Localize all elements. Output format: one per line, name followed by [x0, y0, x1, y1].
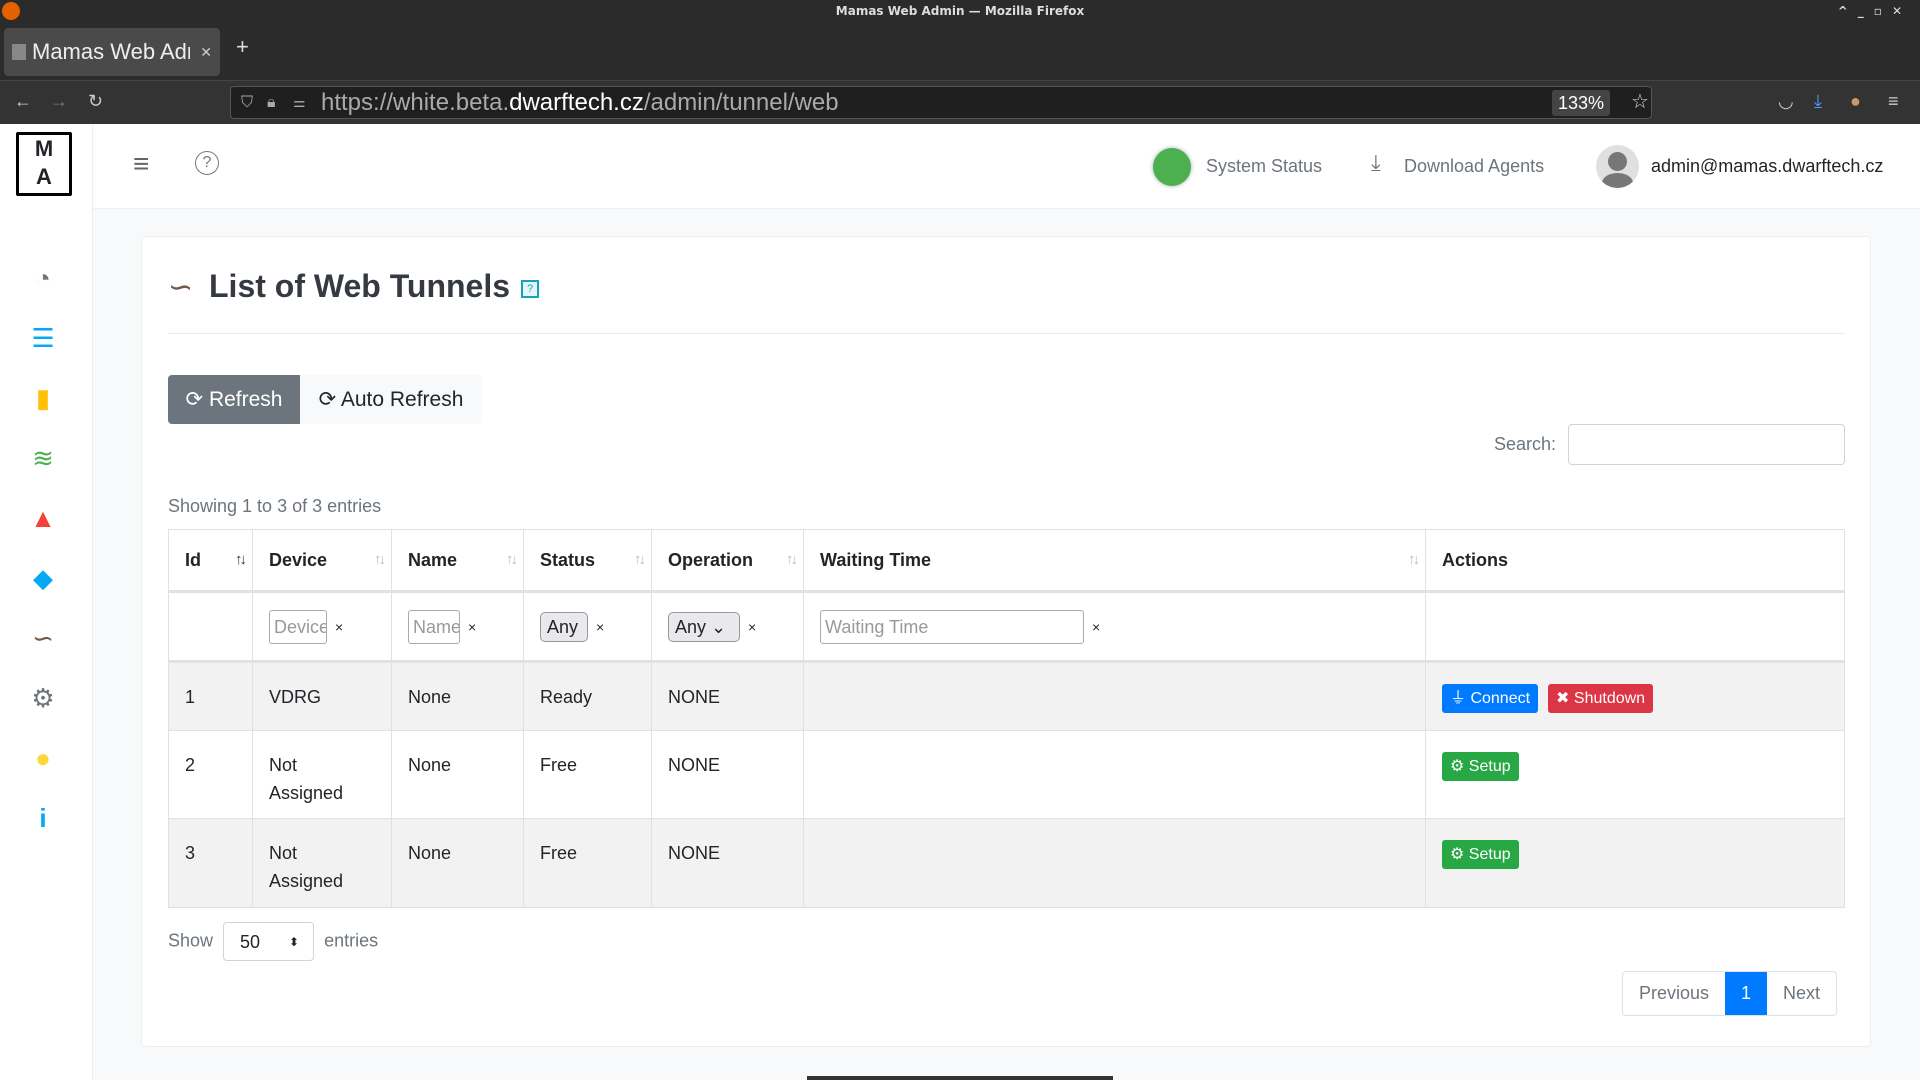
plug-icon: ⏚ — [1450, 690, 1471, 707]
favicon-icon — [12, 44, 26, 60]
connect-button[interactable]: ⏚ Connect — [1442, 684, 1539, 713]
table-info: Showing 1 to 3 of 3 entries — [168, 496, 382, 516]
column-header-status[interactable]: Status ↑↓ — [523, 529, 652, 593]
tags-icon[interactable]: ◆ — [33, 563, 53, 593]
bookmark-star-icon[interactable]: ☆ — [1631, 91, 1649, 113]
status-filter-select[interactable]: Any — [540, 611, 588, 642]
operation-filter-select[interactable]: Any ⌄ — [668, 611, 740, 642]
window-controls[interactable]: ^_▫✕ — [1837, 4, 1912, 18]
forward-icon[interactable]: → — [50, 91, 68, 111]
gear-icon: ⚙ — [1450, 758, 1469, 775]
page-length-control: Show 50 ⬍ entries — [168, 922, 378, 961]
refresh-button[interactable]: ⟳ Refresh — [168, 375, 300, 424]
avatar[interactable] — [1596, 145, 1639, 188]
download-agents-link[interactable]: Download Agents — [1404, 156, 1545, 176]
waiting-time-filter-input[interactable]: Waiting Time — [820, 609, 1084, 644]
column-header-waiting-time[interactable]: Waiting Time ↑↓ — [803, 529, 1426, 593]
new-tab-button[interactable]: + — [236, 34, 249, 59]
info-icon[interactable]: i — [39, 803, 47, 833]
pocket-icon[interactable]: ◡ — [1778, 91, 1794, 111]
route-icon: ∽ — [168, 271, 194, 304]
browser-tab[interactable]: Mamas Web Admin ✕ — [4, 28, 220, 76]
gear-icon: ⚙ — [1450, 846, 1469, 863]
download-icon: ⤓ — [1371, 150, 1381, 175]
divider — [168, 333, 1845, 334]
route-icon[interactable]: ∽ — [32, 623, 54, 653]
search-input[interactable] — [1568, 424, 1845, 465]
warning-icon[interactable]: ▲ — [30, 503, 56, 533]
permissions-icon: ⚌ — [293, 94, 306, 110]
file-icon[interactable]: ▮ — [35, 383, 51, 413]
sort-arrows-icon: ⬍ — [288, 935, 300, 949]
lock-icon: 🔒︎ — [267, 94, 276, 111]
window-titlebar: Mamas Web Admin — Mozilla Firefox ^_▫✕ — [0, 0, 1920, 24]
top-header: ≡ ? System Status ⤓ Download Agents admi… — [93, 124, 1920, 209]
table-row: 2 Not Assigned None Free NONE ⚙ Setup — [168, 730, 1845, 819]
column-header-name[interactable]: Name ↑↓ — [391, 529, 524, 593]
previous-page-button[interactable]: Previous — [1639, 983, 1710, 1003]
device-filter-input[interactable]: Device — [269, 609, 327, 644]
url-bar[interactable]: ⛉ 🔒︎ ⚌ https://white.beta.dwarftech.cz/a… — [230, 86, 1652, 119]
chevron-down-icon: ⌄ — [711, 616, 727, 637]
layers-icon[interactable]: ≋ — [32, 443, 54, 473]
column-header-id[interactable]: Id ↑↓ — [168, 529, 253, 593]
shutdown-button[interactable]: ✖ Shutdown — [1548, 684, 1654, 713]
menu-icon[interactable]: ≡ — [1888, 91, 1899, 111]
refresh-icon: ⟳ — [185, 388, 209, 411]
help-badge[interactable]: ? — [521, 280, 539, 298]
filter-row: Device × Name × Any × Any ⌄ × Waiting Time × — [168, 591, 1845, 663]
sort-icon: ↑↓ — [235, 551, 247, 568]
clear-filter-icon[interactable]: × — [335, 618, 344, 635]
sort-icon: ↑↓ — [374, 551, 386, 568]
page-1-button[interactable]: 1 — [1725, 972, 1768, 1015]
horizontal-scrollbar[interactable] — [807, 1076, 1113, 1080]
sort-icon: ↑↓ — [1408, 551, 1420, 568]
refresh-icon: ⟳ — [318, 388, 341, 411]
page-length-select[interactable]: 50 ⬍ — [223, 922, 315, 961]
system-status-indicator[interactable] — [1153, 148, 1191, 186]
navigation-bar: ← → ↻ ⛉ 🔒︎ ⚌ https://white.beta.dwarftec… — [0, 80, 1920, 124]
clear-filter-icon[interactable]: × — [1092, 618, 1101, 635]
zoom-level[interactable]: 133% — [1552, 90, 1611, 116]
next-page-button[interactable]: Next — [1783, 983, 1821, 1003]
tab-bar: Mamas Web Admin ✕ + — [0, 24, 1920, 80]
close-box-icon: ✖ — [1556, 690, 1574, 707]
shield-icon: ⛉ — [241, 94, 254, 111]
user-email[interactable]: admin@mamas.dwarftech.cz — [1651, 156, 1884, 176]
downloads-icon[interactable]: ⤓ — [1814, 91, 1822, 111]
reload-icon[interactable]: ↻ — [88, 91, 104, 111]
hamburger-menu-icon[interactable]: ≡ — [133, 148, 150, 179]
column-header-device[interactable]: Device ↑↓ — [252, 529, 392, 593]
back-icon[interactable]: ← — [14, 91, 32, 111]
name-filter-input[interactable]: Name — [408, 609, 460, 644]
sort-icon: ↑↓ — [634, 551, 646, 568]
page-title: List of Web Tunnels — [209, 268, 511, 304]
search-label: Search: — [1494, 434, 1557, 454]
list-icon[interactable]: ☰ — [31, 323, 55, 353]
column-header-operation[interactable]: Operation ↑↓ — [651, 529, 804, 593]
help-circle-icon[interactable]: ? — [195, 151, 219, 175]
table-row: 1 VDRG None Ready NONE ⏚ Connect ✖ Shutdown — [168, 661, 1845, 731]
sort-icon: ↑↓ — [786, 551, 798, 568]
gear-icon[interactable]: ⚙ — [31, 683, 55, 713]
dashboard-icon[interactable]: ◔ — [35, 263, 51, 293]
clear-filter-icon[interactable]: × — [596, 618, 605, 635]
close-tab-icon[interactable]: ✕ — [200, 44, 212, 60]
system-status-link[interactable]: System Status — [1206, 156, 1323, 176]
setup-button[interactable]: ⚙ Setup — [1442, 752, 1519, 781]
setup-button[interactable]: ⚙ Setup — [1442, 840, 1519, 869]
sort-icon: ↑↓ — [506, 551, 518, 568]
firefox-logo — [2, 2, 20, 20]
column-header-actions: Actions — [1425, 529, 1845, 593]
clear-filter-icon[interactable]: × — [748, 618, 757, 635]
tunnels-table: Id ↑↓ Device ↑↓ Name ↑↓ Status ↑↓ Operation ↑… — [168, 529, 1845, 908]
help-icon[interactable]: ● — [35, 743, 51, 773]
table-row: 3 Not Assigned None Free NONE ⚙ Setup — [168, 818, 1845, 908]
auto-refresh-button[interactable]: ⟳ Auto Refresh — [300, 375, 482, 424]
account-icon[interactable]: ● — [1850, 91, 1861, 111]
pagination: Previous 1 Next — [1622, 971, 1838, 1016]
clear-filter-icon[interactable]: × — [468, 618, 477, 635]
